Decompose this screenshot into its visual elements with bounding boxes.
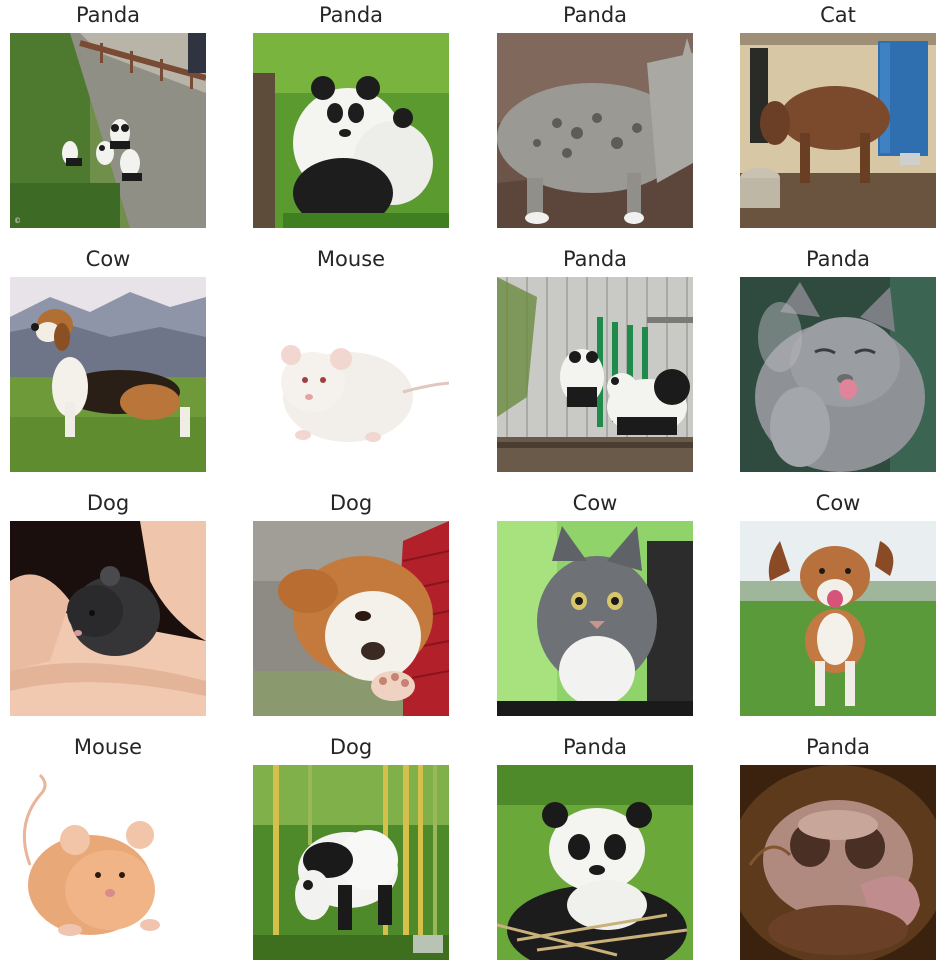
photo-two-pandas-grass <box>253 33 449 228</box>
photo-mouse-in-hands <box>10 521 206 716</box>
tile-label: Panda <box>562 247 628 271</box>
photo-beagle-running <box>740 521 936 716</box>
tile-label: Panda <box>562 735 628 759</box>
tile-label: Mouse <box>316 247 386 271</box>
photo-pandas-fence <box>497 277 693 472</box>
photo-puppy-on-red-blanket <box>253 521 449 716</box>
photo-panda-bamboo <box>253 765 449 960</box>
photo-cow-nose-closeup <box>740 765 936 960</box>
tile-label: Dog <box>329 491 373 515</box>
tile-label: Dog <box>329 735 373 759</box>
tile-label: Panda <box>805 247 871 271</box>
photo-orange-mouse <box>10 765 206 960</box>
tile-label: Panda <box>562 3 628 27</box>
tile-label: Dog <box>86 491 130 515</box>
svg-text:©: © <box>14 217 21 225</box>
photo-white-mouse <box>253 277 449 472</box>
tile-label: Cow <box>85 247 131 271</box>
tile-label: Cat <box>820 3 856 27</box>
photo-grey-cat-green-wall <box>497 521 693 716</box>
photo-cow-by-blue-door <box>740 33 936 228</box>
photo-tabby-cat-walking <box>497 33 693 228</box>
photo-beagle-mountains <box>10 277 206 472</box>
tile-label: Panda <box>75 3 141 27</box>
photo-panda-eating-bamboo <box>497 765 693 960</box>
tile-label: Cow <box>572 491 618 515</box>
tile-label: Panda <box>805 735 871 759</box>
tile-label: Cow <box>815 491 861 515</box>
photo-grey-cat-licking <box>740 277 936 472</box>
photo-pandas-by-wall: © <box>10 33 206 228</box>
tile-label: Mouse <box>73 735 143 759</box>
tile-label: Panda <box>318 3 384 27</box>
